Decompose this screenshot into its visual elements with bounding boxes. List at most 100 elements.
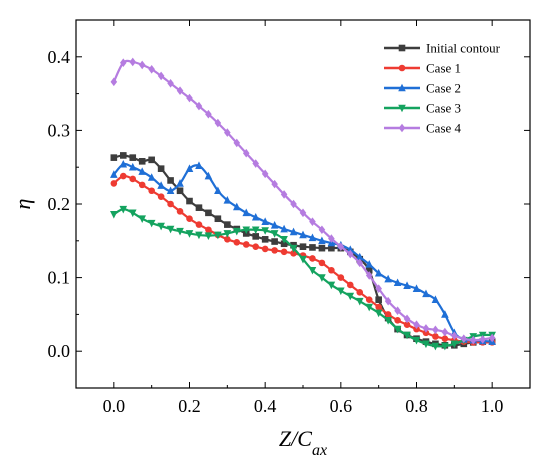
- data-point-case-4: [337, 242, 345, 251]
- data-point-case-4: [242, 148, 250, 158]
- data-point-initial-contour: [299, 243, 307, 250]
- data-point-case-3: [403, 331, 411, 340]
- x-tick-label: 0.8: [405, 396, 428, 416]
- tick-marks: [76, 20, 530, 388]
- data-point-case-4: [261, 169, 269, 179]
- data-point-case-1: [119, 172, 127, 180]
- legend-label: Case 2: [426, 81, 461, 96]
- data-point-case-1: [337, 274, 345, 281]
- data-point-case-2: [166, 186, 175, 195]
- data-point-case-1: [129, 175, 137, 183]
- legend-swatch-marker: [398, 104, 406, 113]
- data-point-initial-contour: [365, 266, 373, 274]
- series-initial-contour: [110, 152, 496, 349]
- data-point-case-1: [328, 266, 335, 274]
- data-point-case-2: [119, 159, 128, 168]
- data-point-case-3: [374, 309, 383, 318]
- data-point-case-4: [138, 60, 146, 70]
- data-point-case-1: [176, 208, 184, 215]
- y-axis-title: η: [10, 199, 35, 210]
- data-point-initial-contour: [119, 152, 127, 159]
- data-point-case-4: [299, 208, 307, 218]
- data-point-case-2: [346, 245, 355, 253]
- data-point-case-3: [176, 227, 184, 236]
- data-point-case-3: [431, 342, 440, 351]
- legend-entry-case-3: Case 3: [384, 101, 461, 116]
- data-point-case-2: [242, 208, 251, 217]
- data-point-case-4: [469, 335, 477, 345]
- data-point-case-4: [290, 199, 297, 209]
- data-point-initial-contour: [252, 233, 260, 240]
- data-point-case-2: [441, 310, 449, 318]
- data-point-case-4: [224, 128, 231, 137]
- data-point-case-1: [195, 221, 203, 228]
- data-point-case-3: [308, 266, 317, 275]
- data-point-initial-contour: [129, 154, 137, 161]
- data-point-case-2: [147, 173, 156, 181]
- series-case-1: [110, 172, 496, 346]
- data-point-case-1: [441, 335, 449, 342]
- x-tick-label: 0.4: [254, 396, 277, 416]
- data-point-case-4: [148, 65, 155, 74]
- data-point-initial-contour: [224, 221, 231, 228]
- data-point-case-1: [394, 316, 401, 324]
- data-point-case-4: [129, 57, 137, 67]
- data-point-case-2: [412, 284, 421, 292]
- legend-label: Case 4: [426, 121, 462, 136]
- data-point-case-2: [232, 202, 241, 211]
- data-point-initial-contour: [110, 154, 118, 161]
- data-point-initial-contour: [214, 215, 222, 223]
- data-point-initial-contour: [261, 236, 269, 243]
- data-point-case-3: [280, 236, 288, 244]
- data-point-case-1: [167, 200, 174, 208]
- data-point-case-2: [195, 161, 203, 170]
- data-point-case-3: [422, 340, 430, 349]
- y-tick-label: 0.3: [48, 120, 71, 140]
- data-point-initial-contour: [186, 197, 193, 205]
- data-point-case-4: [186, 93, 193, 103]
- data-point-case-4: [157, 71, 165, 81]
- data-point-case-1: [138, 181, 146, 189]
- legend-swatch-marker: [398, 83, 406, 92]
- data-point-case-1: [413, 325, 420, 333]
- data-point-initial-contour: [280, 240, 288, 248]
- data-point-case-3: [441, 342, 449, 351]
- data-point-case-1: [148, 187, 155, 195]
- legend-entry-case-4: Case 4: [384, 121, 462, 136]
- data-point-case-3: [337, 287, 345, 296]
- data-point-case-3: [384, 316, 392, 325]
- data-point-case-3: [214, 231, 222, 240]
- x-axis-title-main: Z/C: [279, 426, 312, 451]
- data-point-case-2: [204, 171, 213, 180]
- data-point-case-1: [356, 289, 364, 296]
- data-point-case-2: [176, 179, 184, 187]
- data-point-case-1: [384, 311, 392, 318]
- data-point-case-4: [318, 225, 326, 235]
- data-point-case-2: [384, 274, 392, 283]
- y-tick-labels: 0.0 0.1 0.2 0.3 0.4: [48, 47, 71, 361]
- y-tick-label: 0.1: [48, 268, 71, 288]
- data-point-case-3: [261, 227, 269, 235]
- data-point-case-4: [451, 331, 458, 341]
- data-point-case-2: [185, 164, 194, 172]
- data-point-case-4: [195, 101, 203, 111]
- legend-label: Case 3: [426, 101, 461, 116]
- data-point-case-2: [138, 167, 147, 175]
- data-point-case-3: [355, 297, 364, 306]
- data-point-case-2: [403, 281, 411, 289]
- legend-entry-case-1: Case 1: [384, 61, 461, 76]
- data-point-case-2: [251, 212, 260, 221]
- data-point-case-3: [327, 281, 336, 290]
- data-point-initial-contour: [375, 296, 382, 303]
- data-point-case-3: [138, 215, 147, 224]
- x-tick-labels: 0.0 0.2 0.4 0.6 0.8 1.0: [103, 396, 504, 416]
- data-point-case-4: [488, 333, 496, 343]
- data-point-case-4: [432, 325, 439, 335]
- data-point-case-4: [233, 138, 241, 148]
- data-point-case-1: [271, 247, 278, 254]
- data-point-case-2: [308, 233, 317, 242]
- data-point-initial-contour: [309, 244, 316, 251]
- x-axis-title: Z/Cax: [279, 426, 327, 459]
- data-point-case-2: [261, 217, 269, 225]
- data-point-case-4: [479, 335, 487, 344]
